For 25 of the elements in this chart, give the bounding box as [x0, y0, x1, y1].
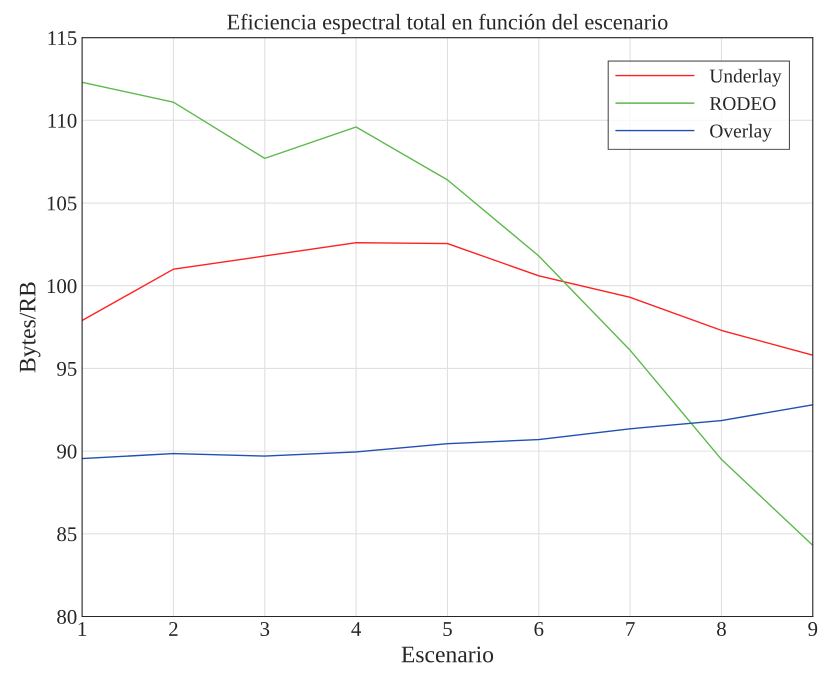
x-tick-label: 5	[443, 622, 452, 636]
x-axis-title: Escenario	[402, 646, 494, 662]
x-tick-label: 4	[351, 622, 361, 636]
legend-label: RODEO	[710, 97, 776, 110]
x-tick-label: 2	[169, 622, 178, 636]
y-tick-label: 115	[48, 31, 76, 46]
x-tick-label: 1	[78, 622, 86, 636]
legend-label: Overlay	[710, 124, 772, 142]
x-tick-label: 9	[808, 622, 818, 636]
line-series	[82, 242, 813, 356]
x-tick-label: 6	[534, 622, 544, 636]
y-tick-label: 95	[57, 362, 76, 376]
y-tick-label: 105	[48, 196, 76, 210]
x-tick-label: 7	[626, 622, 635, 636]
y-tick-label: 80	[57, 610, 76, 624]
y-tick-label: 100	[48, 279, 76, 294]
line-series	[82, 404, 813, 460]
x-tick-label: 8	[717, 622, 726, 636]
y-tick-label: 110	[48, 114, 76, 128]
x-tick-label: 3	[260, 622, 270, 636]
y-tick-label: 90	[57, 444, 76, 459]
y-tick-label: 85	[57, 527, 76, 542]
legend-label: Underlay	[710, 68, 782, 87]
chart-title: Eficiencia espectral total en función del escenario	[227, 14, 668, 34]
y-axis-title: Bytes/RB	[20, 282, 40, 372]
